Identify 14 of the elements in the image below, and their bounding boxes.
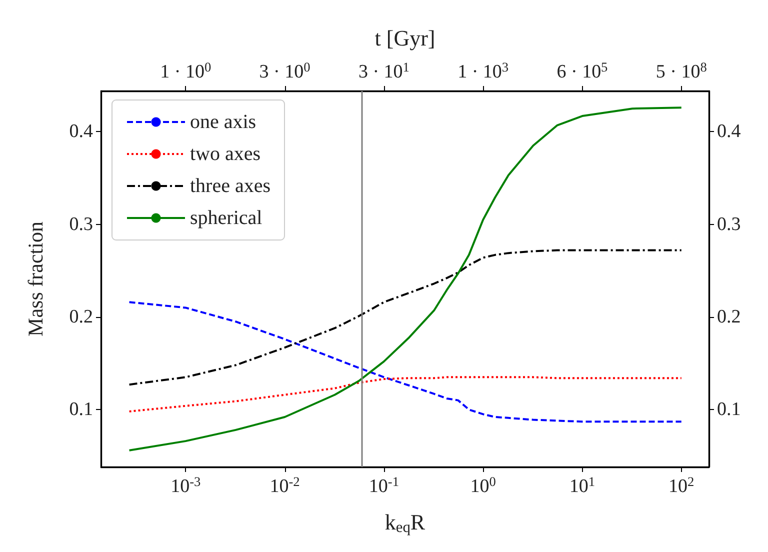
y-axis-title: Mass fraction xyxy=(24,221,48,336)
legend-label: three axes xyxy=(190,175,271,197)
legend-label: two axes xyxy=(190,143,261,165)
legend-label: spherical xyxy=(190,207,263,229)
y2-tick-label: 0.2 xyxy=(717,306,741,328)
y2-tick-label: 0.3 xyxy=(717,214,741,235)
legend-label: one axis xyxy=(190,111,256,133)
y-tick-label: 0.4 xyxy=(69,121,94,142)
x2-axis-title: t [Gyr] xyxy=(374,26,436,50)
y2-tick-label: 0.1 xyxy=(717,399,741,420)
y2-tick-label: 0.4 xyxy=(717,121,742,142)
y-tick-label: 0.3 xyxy=(69,214,93,235)
y-tick-label: 0.2 xyxy=(69,306,93,328)
y-tick-label: 0.1 xyxy=(69,399,93,420)
